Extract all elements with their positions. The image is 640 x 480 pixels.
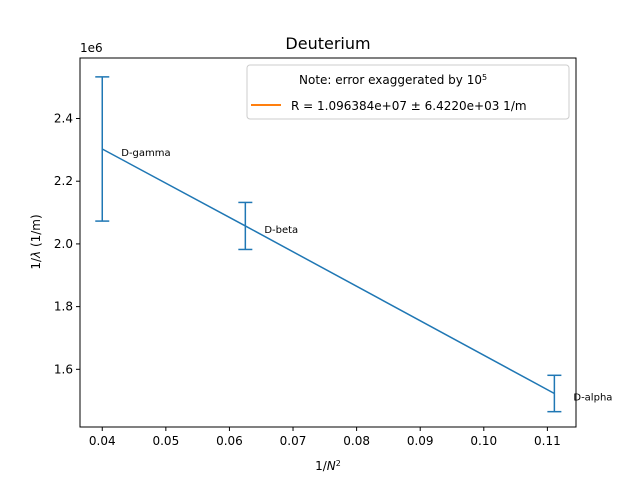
x-tick-label: 0.10 [470,434,497,448]
y-tick-label: 2.0 [54,237,73,251]
x-axis-label: 1/N2 [315,459,341,474]
y-tick-label: 2.2 [54,174,73,188]
y-axis-label: 1/λ (1/m) [29,214,43,269]
x-tick-label: 0.11 [534,434,561,448]
legend-box [246,64,570,120]
point-label: D-alpha [573,392,612,403]
x-tick-label: 0.07 [280,434,307,448]
axes-frame [79,57,577,428]
plot-area: D-gamma D-beta D-alpha [95,76,612,413]
legend-entry-label: R = 1.096384e+07 ± 6.4220e+03 1/m [291,99,527,113]
x-tick-label: 0.05 [152,434,179,448]
y-axis-offset-label: 1e6 [80,41,103,55]
chart-title: Deuterium [285,34,370,53]
y-tick-label: 2.4 [54,112,73,126]
x-tick-label: 0.09 [407,434,434,448]
point-label: D-beta [264,225,298,236]
legend-note: Note: error exaggerated by 105 [299,73,487,88]
legend: Note: error exaggerated by 105 R = 1.096… [246,64,570,120]
y-tick-label: 1.6 [54,362,73,376]
y-tick-label: 1.8 [54,300,73,314]
x-tick-label: 0.06 [216,434,243,448]
x-tick-label: 0.08 [343,434,370,448]
x-tick-label: 0.04 [89,434,116,448]
point-label: D-gamma [121,148,170,159]
